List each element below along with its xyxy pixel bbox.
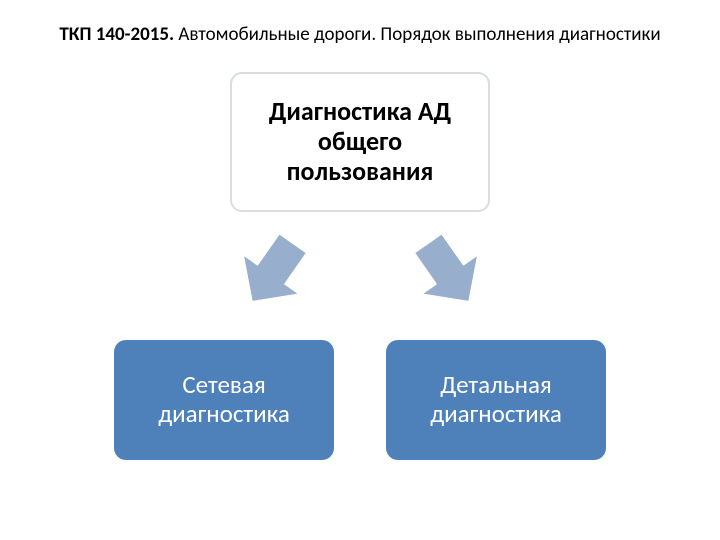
arrow-down-right-icon xyxy=(394,218,503,327)
arrow-down-left-icon xyxy=(218,218,327,327)
title-bold: ТКП 140-2015. xyxy=(59,23,174,46)
node-root: Диагностика АД общего пользования xyxy=(230,72,490,212)
diagram-stage: ТКП 140-2015. Автомобильные дороги. Поря… xyxy=(0,0,720,540)
title-rest: Автомобильные дороги. Порядок выполнения… xyxy=(174,23,661,46)
page-title: ТКП 140-2015. Автомобильные дороги. Поря… xyxy=(0,24,720,47)
node-network-label: Сетевая диагностика xyxy=(128,371,320,429)
node-detailed-label: Детальная диагностика xyxy=(400,371,592,429)
node-network-diagnostics: Сетевая диагностика xyxy=(114,340,334,460)
node-detailed-diagnostics: Детальная диагностика xyxy=(386,340,606,460)
node-root-label: Диагностика АД общего пользования xyxy=(246,97,474,187)
